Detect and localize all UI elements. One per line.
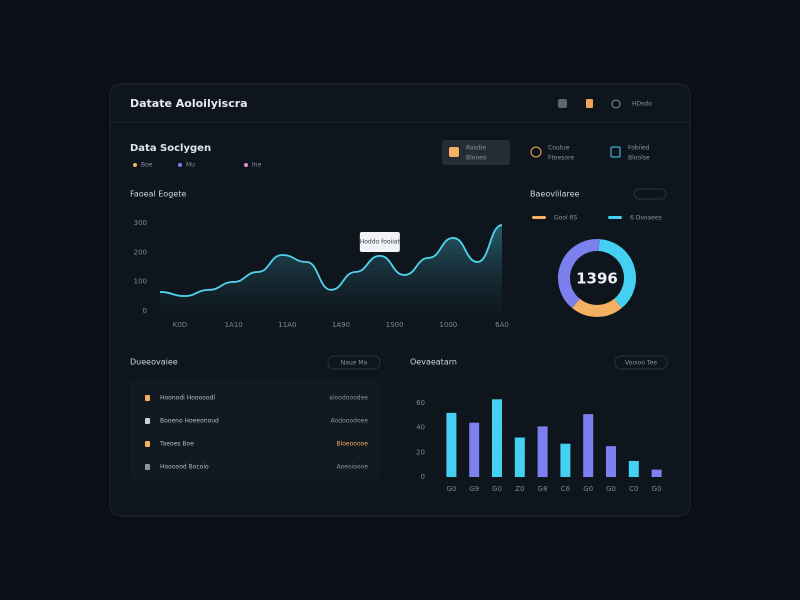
kpi-card[interactable] (442, 140, 510, 165)
list-card (130, 380, 380, 480)
bar (628, 460, 639, 477)
y-tick-label: 60 (416, 399, 425, 407)
legend-dot (178, 163, 182, 167)
row-label: Hoonodi Hooooodl (160, 395, 215, 402)
x-tick-label: G0 (446, 485, 456, 493)
x-tick-label: 1S00 (386, 321, 404, 329)
bar-chart-title: Oevaeatarn (410, 358, 457, 367)
x-tick-label: C0 (629, 485, 638, 493)
y-tick-label: 300 (134, 219, 147, 227)
icon[interactable] (558, 99, 567, 108)
legend-label: Mu (186, 162, 195, 169)
row-icon (145, 441, 150, 447)
kpi-sub: Blooeo (466, 155, 487, 162)
icon[interactable] (586, 99, 593, 108)
line (159, 224, 503, 297)
kpi-sub: Fteesore (548, 155, 574, 162)
bar (469, 422, 480, 477)
button-label[interactable]: Vooioo Tee (625, 360, 657, 367)
row-value: aloodooodee (329, 395, 368, 402)
x-tick-label: 1A10 (225, 321, 243, 329)
bar (446, 412, 457, 477)
legend-swatch (532, 216, 546, 219)
button-label[interactable]: Naue Ma (341, 360, 368, 367)
x-tick-label: 1A90 (332, 321, 350, 329)
legend-label: 6 Dvoaees (630, 215, 662, 222)
x-tick-label: G0 (606, 485, 616, 493)
y-tick-label: 100 (134, 278, 147, 286)
y-tick-label: 200 (134, 248, 147, 256)
row-icon (145, 418, 150, 424)
bar (606, 446, 616, 477)
icon[interactable] (611, 99, 621, 109)
x-tick-label: G0 (492, 485, 502, 493)
x-tick-label: G0 (652, 485, 662, 493)
donut-center: 1396 (576, 270, 618, 288)
row-label: Booeno Hoeeonoud (160, 418, 219, 425)
kpi-icon (449, 147, 459, 157)
area (160, 225, 502, 311)
button[interactable] (614, 355, 668, 370)
row-icon (145, 464, 150, 470)
y-tick-label: 40 (416, 424, 425, 432)
x-tick-label: G8 (538, 485, 548, 493)
summary-title: Data Soclygen (130, 143, 211, 154)
row-icon (145, 395, 150, 401)
bar (651, 469, 662, 477)
row-label: Hoooood Bocoio (160, 464, 209, 471)
bar (560, 443, 571, 477)
tooltip (359, 232, 400, 252)
x-tick-label: C6 (561, 485, 571, 493)
bar (492, 399, 502, 477)
donut-segment (572, 298, 622, 317)
donut-title: Baeovlilaree (530, 190, 580, 199)
donut-segment (558, 239, 600, 309)
bar (537, 426, 548, 477)
x-tick-label: G9 (469, 485, 479, 493)
legend-dot (133, 163, 137, 167)
kpi-sub: Bloolse (628, 155, 650, 162)
legend-swatch (608, 216, 622, 219)
bar (583, 414, 594, 477)
line-chart-title: Faoeal Eogete (130, 190, 186, 199)
row-value: Aoeoioooe (337, 464, 369, 471)
row-value: Aodooodoee (331, 418, 369, 425)
pill[interactable] (633, 188, 667, 200)
y-tick-label: 20 (416, 448, 425, 456)
legend-label: Boe (141, 162, 153, 169)
button[interactable] (327, 355, 381, 370)
kpi-icon (610, 146, 621, 158)
kpi-label: Coutue (548, 145, 570, 152)
kpi-label: Rasdie (466, 145, 486, 152)
legend-label: Gool 6S (554, 215, 577, 222)
x-tick-label: 1000 (439, 321, 457, 329)
list-title: Dueeovaiee (130, 358, 178, 367)
x-tick-label: K0D (173, 321, 187, 329)
x-tick-label: 6A0 (495, 321, 509, 329)
x-tick-label: 11A0 (278, 321, 296, 329)
y-tick-label: 0 (143, 307, 147, 315)
legend-dot (244, 163, 248, 167)
tooltip-text: Hoddo fooiiat (360, 239, 401, 246)
y-tick-label: 0 (421, 473, 425, 481)
bar (514, 437, 525, 477)
kpi-label: Fobiled (628, 145, 650, 152)
legend-label: Ine (252, 162, 262, 169)
x-tick-label: Z0 (515, 485, 524, 493)
donut-segment (598, 239, 636, 309)
user[interactable]: HDsdo (632, 101, 652, 108)
header-title: Datate Aoloilyiscra (130, 97, 248, 110)
row-value: Bloeooooe (336, 441, 368, 448)
kpi-icon (530, 146, 542, 158)
x-tick-label: G0 (583, 485, 593, 493)
row-label: Taeoes Boe (159, 441, 194, 448)
